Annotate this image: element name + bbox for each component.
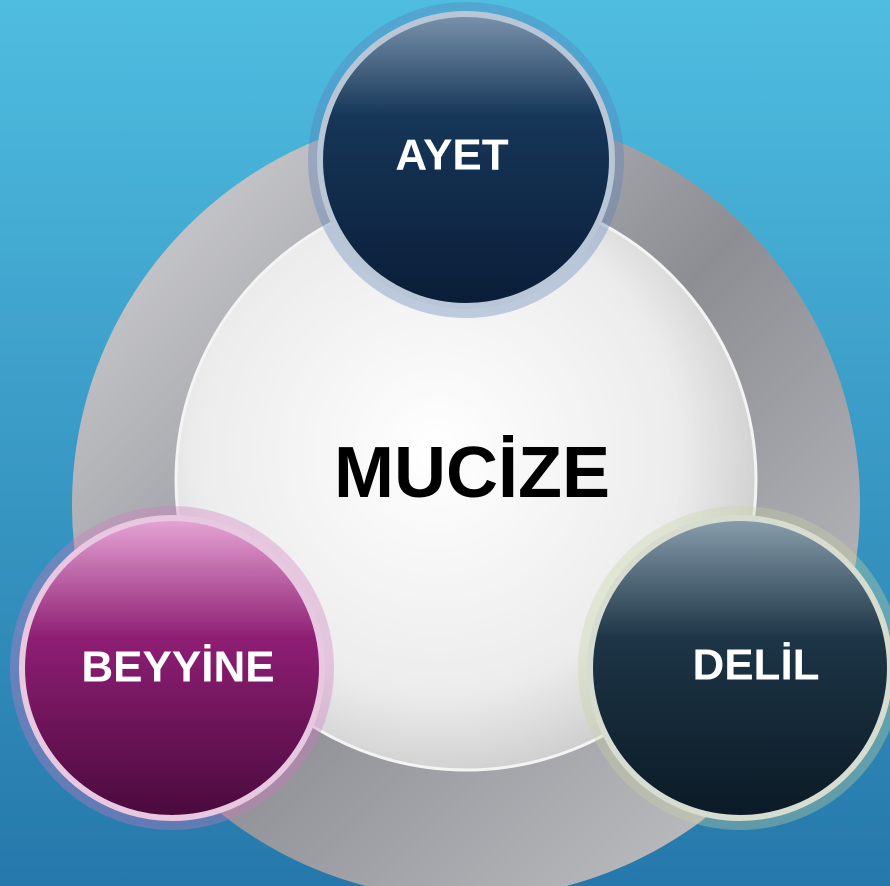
center-label: MUCİZE [334,433,610,513]
page: MUCİZE AYET BEYYİNE DELİL (() => { const… [0,0,890,886]
node-label: BEYYİNE [81,643,274,692]
diagram: MUCİZE AYET BEYYİNE DELİL [0,0,890,886]
node-label: AYET [395,131,508,180]
node-label: DELİL [692,641,819,690]
